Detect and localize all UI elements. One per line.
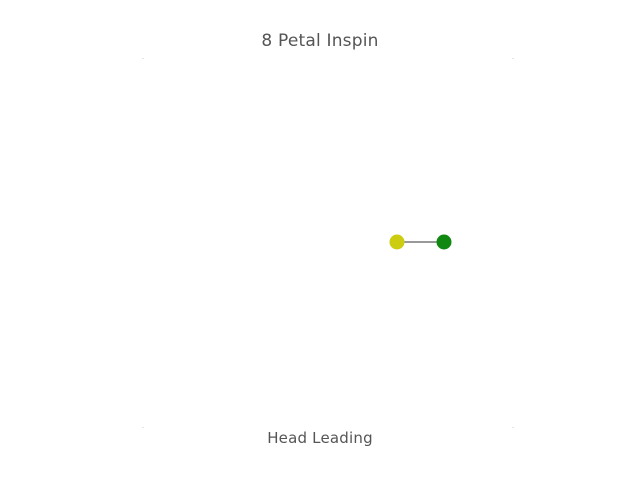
frame-corner-top-right [512,58,514,59]
frame-corner-bottom-right [512,427,514,428]
frame-corner-bottom-left [142,427,144,428]
diagram-caption: Head Leading [267,429,373,447]
frame-corner-top-left [142,58,144,59]
diagram-title: 8 Petal Inspin [261,31,379,51]
tail-ball [436,234,452,250]
head-ball [389,234,405,250]
